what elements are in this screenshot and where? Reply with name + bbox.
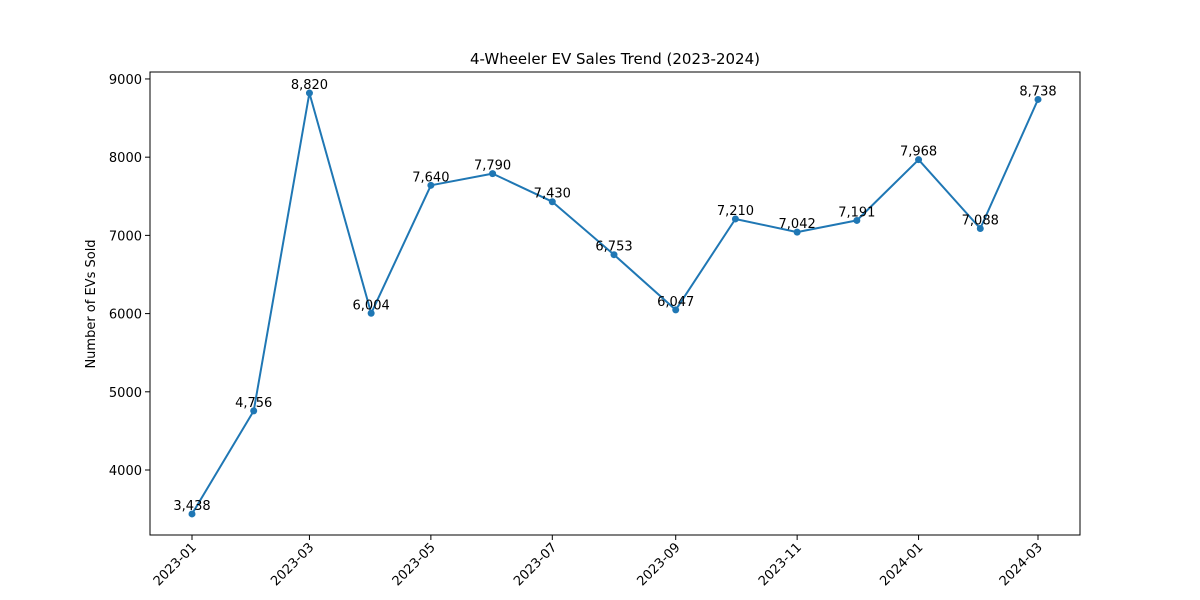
data-label: 7,640 — [412, 170, 449, 185]
data-point — [1034, 95, 1042, 103]
data-label: 7,968 — [900, 145, 937, 160]
data-point — [853, 216, 861, 224]
data-label: 6,047 — [657, 295, 694, 310]
y-tick-label: 8000 — [109, 151, 142, 166]
data-point — [250, 407, 258, 415]
data-label: 7,430 — [534, 187, 571, 202]
data-point — [793, 228, 801, 236]
data-point — [976, 224, 984, 232]
data-label: 6,004 — [353, 298, 390, 313]
data-point — [188, 510, 196, 518]
data-point — [548, 198, 556, 206]
data-label: 7,042 — [779, 217, 816, 232]
data-point — [367, 309, 375, 317]
chart-title: 4-Wheeler EV Sales Trend (2023-2024) — [470, 50, 760, 68]
data-point — [672, 306, 680, 314]
data-label: 3,438 — [173, 499, 210, 514]
y-tick-label: 6000 — [109, 308, 142, 323]
data-label: 8,820 — [291, 78, 328, 93]
data-label: 7,191 — [838, 205, 875, 220]
data-point — [610, 251, 618, 259]
data-point — [489, 170, 497, 178]
plot-frame — [149, 71, 1081, 536]
y-tick-label: 9000 — [109, 73, 142, 88]
y-tick-label: 4000 — [109, 464, 142, 479]
data-point — [305, 89, 313, 97]
data-label: 4,756 — [235, 396, 272, 411]
data-label: 7,210 — [717, 204, 754, 219]
data-label: 8,738 — [1019, 84, 1056, 99]
data-point — [427, 181, 435, 189]
data-point — [731, 215, 739, 223]
data-label: 7,790 — [474, 159, 511, 174]
data-label: 7,088 — [962, 213, 999, 228]
data-point — [915, 156, 923, 164]
y-tick-label: 5000 — [109, 386, 142, 401]
y-axis-label: Number of EVs Sold — [84, 239, 99, 368]
data-label: 6,753 — [595, 240, 632, 255]
y-tick-label: 7000 — [109, 229, 142, 244]
